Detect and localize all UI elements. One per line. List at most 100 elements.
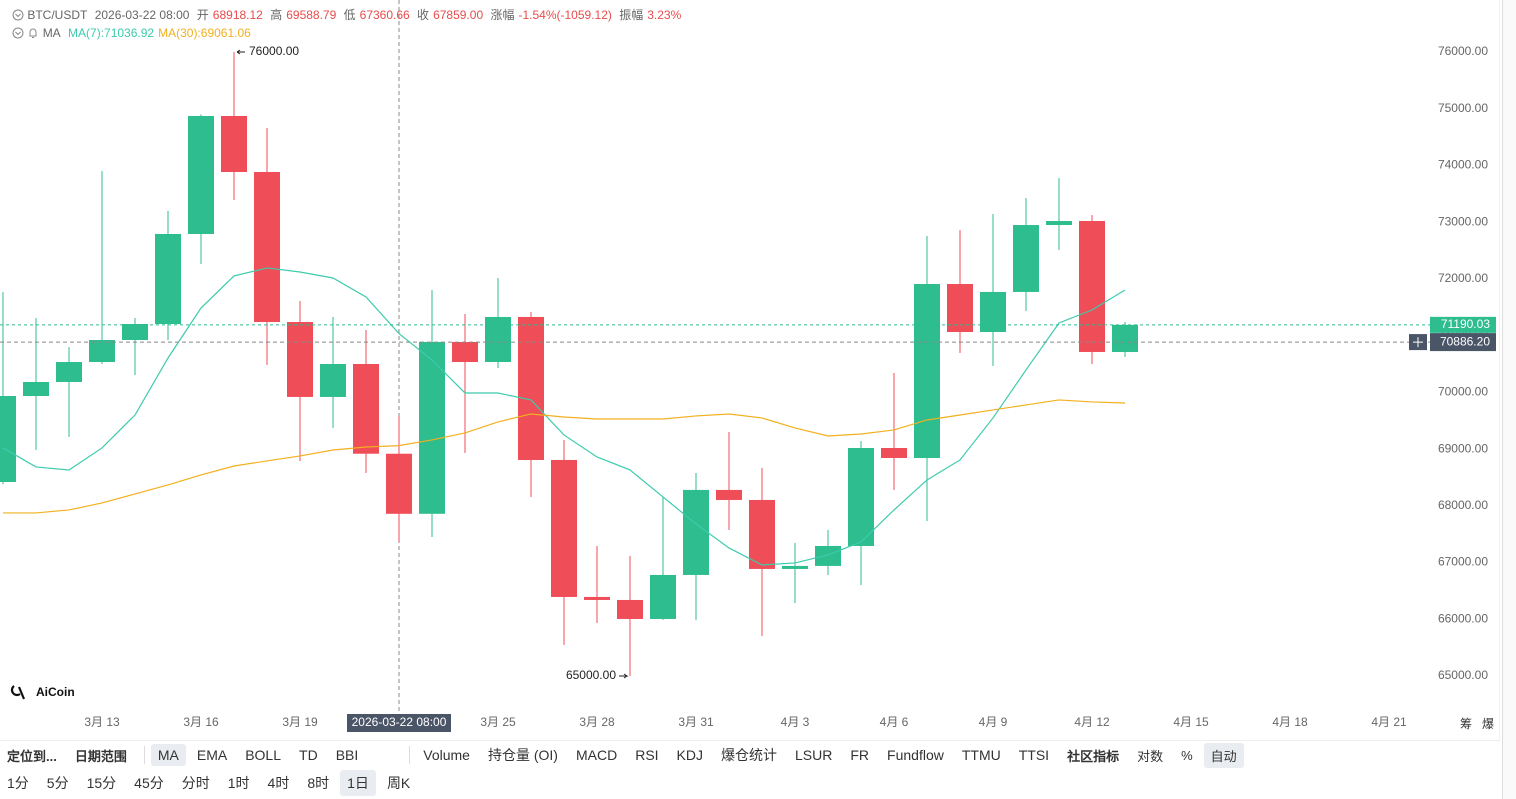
price-tag (1430, 316, 1496, 333)
candle-body (881, 448, 907, 458)
value: 68918.12 (212, 8, 263, 22)
label: 开 (196, 8, 209, 22)
separator (409, 746, 411, 764)
indicator-button[interactable]: MA (150, 744, 186, 766)
candle-body (452, 341, 478, 363)
indicator-button[interactable]: 持仓量 (OI) (487, 747, 558, 763)
interval-button[interactable]: 4时 (267, 775, 290, 791)
value: -1.54%(-1059.12) (518, 8, 612, 22)
indicator-button[interactable]: EMA (196, 747, 228, 763)
ma-line (3, 399, 1126, 514)
y-tick-label: 74000.00 (1438, 158, 1488, 172)
toolbar-button[interactable]: 对数 (1137, 748, 1164, 764)
arrow (619, 673, 629, 679)
label: 高 (270, 8, 283, 22)
y-tick-label: 65000.00 (1438, 668, 1488, 682)
candle-body (23, 381, 49, 396)
chart: 65000.00 66000.00 67000.00 68000.00 69000.00… (0, 0, 1500, 740)
interval-button[interactable]: 8时 (307, 775, 330, 791)
candle-body (518, 316, 544, 460)
candle-body (782, 565, 808, 569)
candle-body (221, 116, 247, 172)
x-tick-label: 3月 28 (579, 715, 615, 729)
legend-entry: MA(30):69061.06 (158, 26, 251, 40)
interval-button[interactable]: 1日 (340, 770, 376, 796)
header: BTC/USDT 2026-03-22 08:00 开 68918.12 高 695… (12, 6, 685, 42)
time: 2026-03-22 08:00 (94, 8, 190, 22)
toolbar-button[interactable]: 自动 (1203, 742, 1244, 768)
candle-body (617, 599, 643, 619)
candle-body (1013, 225, 1039, 292)
candle-body (584, 596, 610, 600)
separator (143, 746, 145, 764)
indicator-button[interactable]: BBI (335, 747, 359, 763)
indicator-button[interactable]: FR (850, 747, 870, 763)
indicator-name: MA (42, 26, 61, 40)
indicator-button[interactable]: TTSI (1018, 747, 1050, 763)
x-tick-label: 4月 9 (979, 715, 1008, 729)
candle-body (254, 171, 280, 323)
toolbar-button[interactable]: % (1181, 747, 1193, 763)
alert-icon[interactable] (27, 27, 39, 39)
x-tick-label: 3月 25 (480, 715, 516, 729)
indicator-button[interactable]: BOLL (245, 747, 282, 763)
interval-button[interactable]: 周K (386, 775, 411, 791)
interval-button[interactable]: 1分 (7, 775, 29, 791)
indicator-row: MA MA(7):71036.92 MA(30):69061.06 (12, 24, 685, 42)
symbol: BTC/USDT (27, 8, 88, 22)
candle-body (386, 453, 412, 514)
collapse-icon[interactable] (12, 27, 24, 39)
x-tick-label: 4月 6 (880, 715, 909, 729)
legend-entry: MA(7):71036.92 (68, 26, 155, 40)
toolbar-button[interactable]: 定位到... (7, 748, 57, 764)
collapse-icon[interactable] (12, 9, 24, 21)
toolbar-button[interactable]: 日期范围 (74, 748, 127, 764)
x-tick-label: 3月 16 (183, 715, 219, 729)
indicator-button[interactable]: KDJ (676, 747, 703, 763)
value: 69588.79 (286, 8, 337, 22)
interval-button[interactable]: 分时 (181, 775, 210, 791)
x-tick-label: 4月 18 (1272, 715, 1308, 729)
interval-button[interactable]: 45分 (134, 775, 164, 791)
value: 3.23% (647, 8, 682, 22)
arrow (236, 49, 245, 55)
label: 振幅 (619, 8, 644, 22)
interval-button[interactable]: 15分 (86, 775, 117, 791)
x-tick-label: 3月 19 (282, 715, 318, 729)
x-tick-label: 4月 12 (1074, 715, 1110, 729)
indicator-button[interactable]: Fundflow (887, 747, 944, 763)
candle-body (1079, 220, 1105, 352)
header-row: BTC/USDT 2026-03-22 08:00 开 68918.12 高 695… (12, 6, 685, 24)
indicator-button[interactable]: RSI (635, 747, 659, 763)
candle-body (815, 545, 841, 566)
min-label: 65000.00 (566, 668, 616, 682)
label: 涨幅 (490, 8, 515, 22)
indicator-button[interactable]: Volume (423, 747, 470, 763)
indicator-button[interactable]: LSUR (795, 747, 833, 763)
interval-button[interactable]: 5分 (46, 775, 69, 791)
logo: AiCoin (36, 685, 75, 699)
indicator-button[interactable]: TD (299, 747, 318, 763)
interval-button[interactable]: 1时 (227, 775, 250, 791)
indicator-button[interactable]: MACD (575, 747, 618, 763)
candle-body (1112, 324, 1138, 352)
right-panel (1502, 0, 1516, 799)
time-tag-label: 2026-03-22 08:00 (352, 715, 447, 729)
indicator-button[interactable]: TTMU (961, 747, 1001, 763)
candle-body (947, 284, 973, 333)
x-tick-label: 4月 3 (781, 715, 810, 729)
indicator-button[interactable]: 爆仓统计 (721, 747, 777, 763)
side-tab: 爆 (1482, 717, 1494, 731)
x-tick-label: 3月 31 (678, 715, 714, 729)
candle-body (89, 340, 115, 363)
price-tag (1430, 333, 1496, 352)
y-tick-label: 67000.00 (1438, 555, 1488, 569)
side-tab: 筹 (1460, 717, 1472, 731)
candle-body (287, 322, 313, 397)
candle-body (683, 489, 709, 575)
y-tick-label: 69000.00 (1438, 441, 1488, 455)
candle-body (650, 574, 676, 619)
y-tick-label: 76000.00 (1438, 44, 1488, 58)
toolbar-button[interactable]: 社区指标 (1067, 748, 1120, 764)
